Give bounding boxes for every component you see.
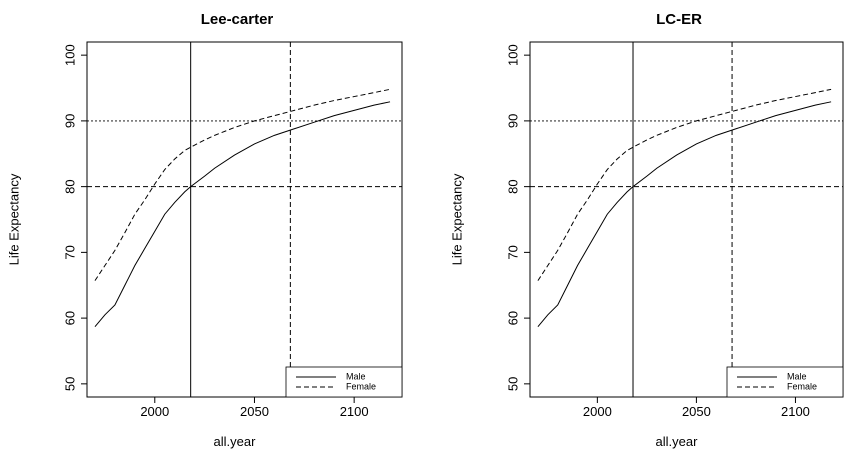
y-tick-label: 80 [62,179,77,193]
x-tick-label: 2100 [781,404,810,419]
x-axis-label: all.year [214,434,257,449]
x-tick-label: 2000 [583,404,612,419]
x-axis-label: all.year [656,434,699,449]
y-tick-label: 70 [62,245,77,259]
x-tick-label: 2050 [682,404,711,419]
chart-title: Lee-carter [201,11,274,28]
series-line-female [94,88,391,281]
series-line-female [537,88,832,281]
y-tick-label: 80 [505,179,520,193]
y-tick-label: 70 [505,245,520,259]
panel-1: Lee-carter 2000 2050 2100 50 60 70 80 90 100 all.y… [6,11,403,449]
x-tick-label: 2000 [140,404,169,419]
y-tick-label: 50 [62,377,77,391]
y-axis-label: Life Expectancy [6,173,21,265]
legend-label: Female [787,381,817,391]
y-tick-label: 60 [62,311,77,325]
legend-label: Female [346,381,376,391]
chart-title: LC-ER [656,11,702,28]
legend-box [726,366,844,398]
y-tick-label: 90 [62,114,77,128]
legend-box [285,366,403,398]
series-line-male [94,101,391,327]
plot-frame [86,41,403,398]
y-tick-label: 50 [505,377,520,391]
legend-label: Male [346,371,366,381]
plot-frame [529,41,844,398]
y-tick-label: 100 [62,44,77,66]
y-tick-label: 100 [505,44,520,66]
y-tick-label: 90 [505,114,520,128]
x-tick-label: 2050 [240,404,269,419]
legend-label: Male [787,371,807,381]
panel-2: LC-ER 2000 2050 2100 50 60 70 80 90 100 all.year Li… [449,11,844,449]
x-tick-label: 2100 [340,404,369,419]
y-axis-label: Life Expectancy [449,173,464,265]
series-line-male [537,101,832,327]
y-tick-label: 60 [505,311,520,325]
